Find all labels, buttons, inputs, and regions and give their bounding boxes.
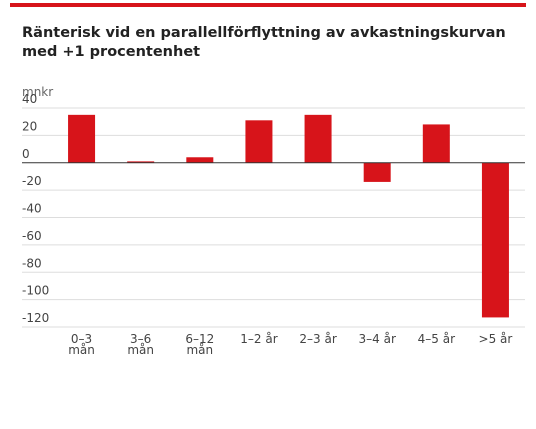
- bar: [245, 120, 273, 163]
- bar: [363, 162, 391, 182]
- chart-title: Ränterisk vid en parallellförflyttning a…: [22, 25, 506, 60]
- x-tick-label: 3–6 mån: [127, 332, 154, 357]
- bar: [186, 157, 214, 163]
- y-axis-unit: mnkr: [22, 85, 53, 99]
- x-tick-label: 0–3 mån: [68, 332, 95, 357]
- x-tick-label: >5 år: [479, 332, 513, 346]
- y-tick-label: 20: [22, 119, 37, 133]
- y-tick-label: -60: [22, 229, 42, 243]
- top-rule: [10, 3, 526, 7]
- bar: [68, 114, 96, 163]
- x-tick-label: 4–5 år: [418, 332, 455, 346]
- bar: [481, 162, 509, 318]
- y-tick-label: 40: [22, 92, 37, 106]
- y-tick-label: -100: [22, 284, 49, 298]
- y-tick-label: 0: [22, 147, 30, 161]
- y-tick-label: -20: [22, 174, 42, 188]
- bar: [127, 161, 155, 163]
- y-tick-label: -120: [22, 311, 49, 325]
- bar: [422, 124, 450, 163]
- y-tick-label: -40: [22, 202, 42, 216]
- x-tick-label: 3–4 år: [359, 332, 396, 346]
- x-tick-label: 6–12 mån: [185, 332, 214, 357]
- y-tick-label: -80: [22, 256, 42, 270]
- bar: [304, 114, 332, 163]
- x-tick-label: 1–2 år: [240, 332, 277, 346]
- x-tick-label: 2–3 år: [299, 332, 336, 346]
